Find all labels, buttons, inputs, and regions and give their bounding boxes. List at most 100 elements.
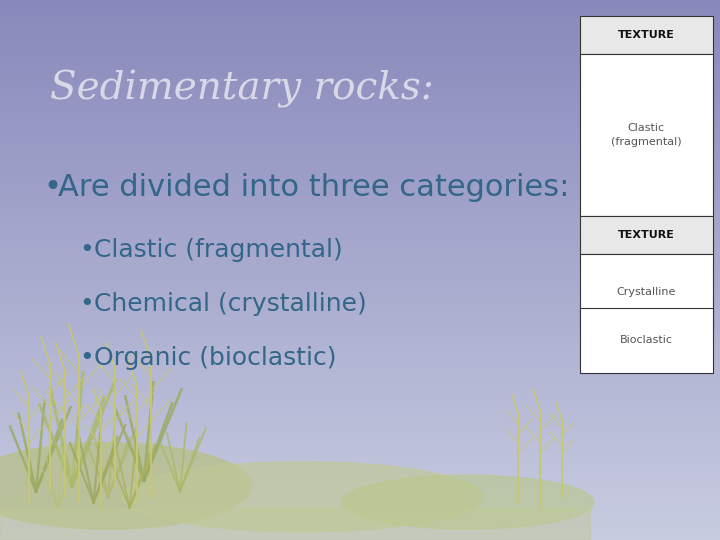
Bar [0,535,720,537]
Bar [0,418,720,421]
Text: Chemical (crystalline): Chemical (crystalline) [94,292,366,315]
Bar [0,24,720,27]
Bar [0,402,720,405]
Bar [0,424,720,427]
Bar [0,132,720,135]
Bar [0,227,720,229]
Bar [0,405,720,408]
Bar [0,297,720,300]
Bar [0,364,720,367]
Bar [0,232,720,235]
Bar [0,0,720,3]
Text: •: • [79,238,94,261]
Bar [0,343,720,346]
Bar [0,348,720,351]
Bar [0,427,720,429]
Bar [0,103,720,105]
Bar [0,81,720,84]
Bar [0,275,720,278]
Bar [0,27,720,30]
Bar [0,208,720,211]
Bar [0,154,720,157]
Bar [0,130,720,132]
Bar [0,313,720,316]
Text: •: • [79,346,94,369]
Bar [0,216,720,219]
Bar [0,467,720,470]
Bar [0,173,720,176]
Bar [0,332,720,335]
Bar [0,410,720,413]
Bar [0,113,720,116]
Bar [0,370,720,373]
Bar [0,300,720,302]
Bar [0,478,720,481]
Bar [0,202,720,205]
Bar [0,224,720,227]
Bar [0,329,720,332]
Text: Clastic (fragmental): Clastic (fragmental) [94,238,342,261]
Bar [0,140,720,143]
Bar [0,248,720,251]
Bar [0,97,720,100]
Bar [0,116,720,119]
Bar [0,338,720,340]
Text: Bioclastic: Bioclastic [620,335,672,345]
Bar [0,508,720,510]
Bar [0,59,720,62]
Bar [0,383,720,386]
Bar [0,76,720,78]
Bar [0,259,720,262]
Bar [0,256,720,259]
Bar [0,367,720,370]
Bar [0,278,720,281]
Bar [0,354,720,356]
Bar [0,200,720,202]
Bar [0,51,720,54]
Bar [0,443,720,445]
Bar [0,94,720,97]
Bar [0,537,720,540]
Bar [0,494,720,497]
Bar [0,68,720,70]
Bar [0,119,720,122]
Bar [0,475,720,478]
Bar [0,529,720,532]
Bar [0,491,720,494]
Bar [0,486,720,489]
Bar [0,65,720,68]
Bar [0,286,720,289]
Bar [0,19,720,22]
FancyBboxPatch shape [580,16,713,54]
Bar [0,73,720,76]
Bar [0,122,720,124]
Bar [0,146,720,148]
Bar [0,459,720,462]
Bar [0,294,720,297]
Bar [0,105,720,108]
Bar [0,481,720,483]
Bar [0,292,720,294]
Bar [0,262,720,265]
Bar [0,413,720,416]
Bar [0,440,720,443]
Bar [0,3,720,5]
Bar [0,157,720,159]
Bar [0,489,720,491]
Bar [0,500,720,502]
Bar [0,211,720,213]
Bar [0,124,720,127]
Bar [0,532,720,535]
Bar [0,381,720,383]
Bar [0,170,720,173]
Bar [0,362,720,364]
Bar [0,505,720,508]
Bar [0,408,720,410]
Bar [0,135,720,138]
Bar [0,46,720,49]
Bar [0,240,720,243]
Bar [0,378,720,381]
Bar [0,86,720,89]
Text: Clastic
(fragmental): Clastic (fragmental) [611,124,682,146]
Bar [0,497,720,500]
